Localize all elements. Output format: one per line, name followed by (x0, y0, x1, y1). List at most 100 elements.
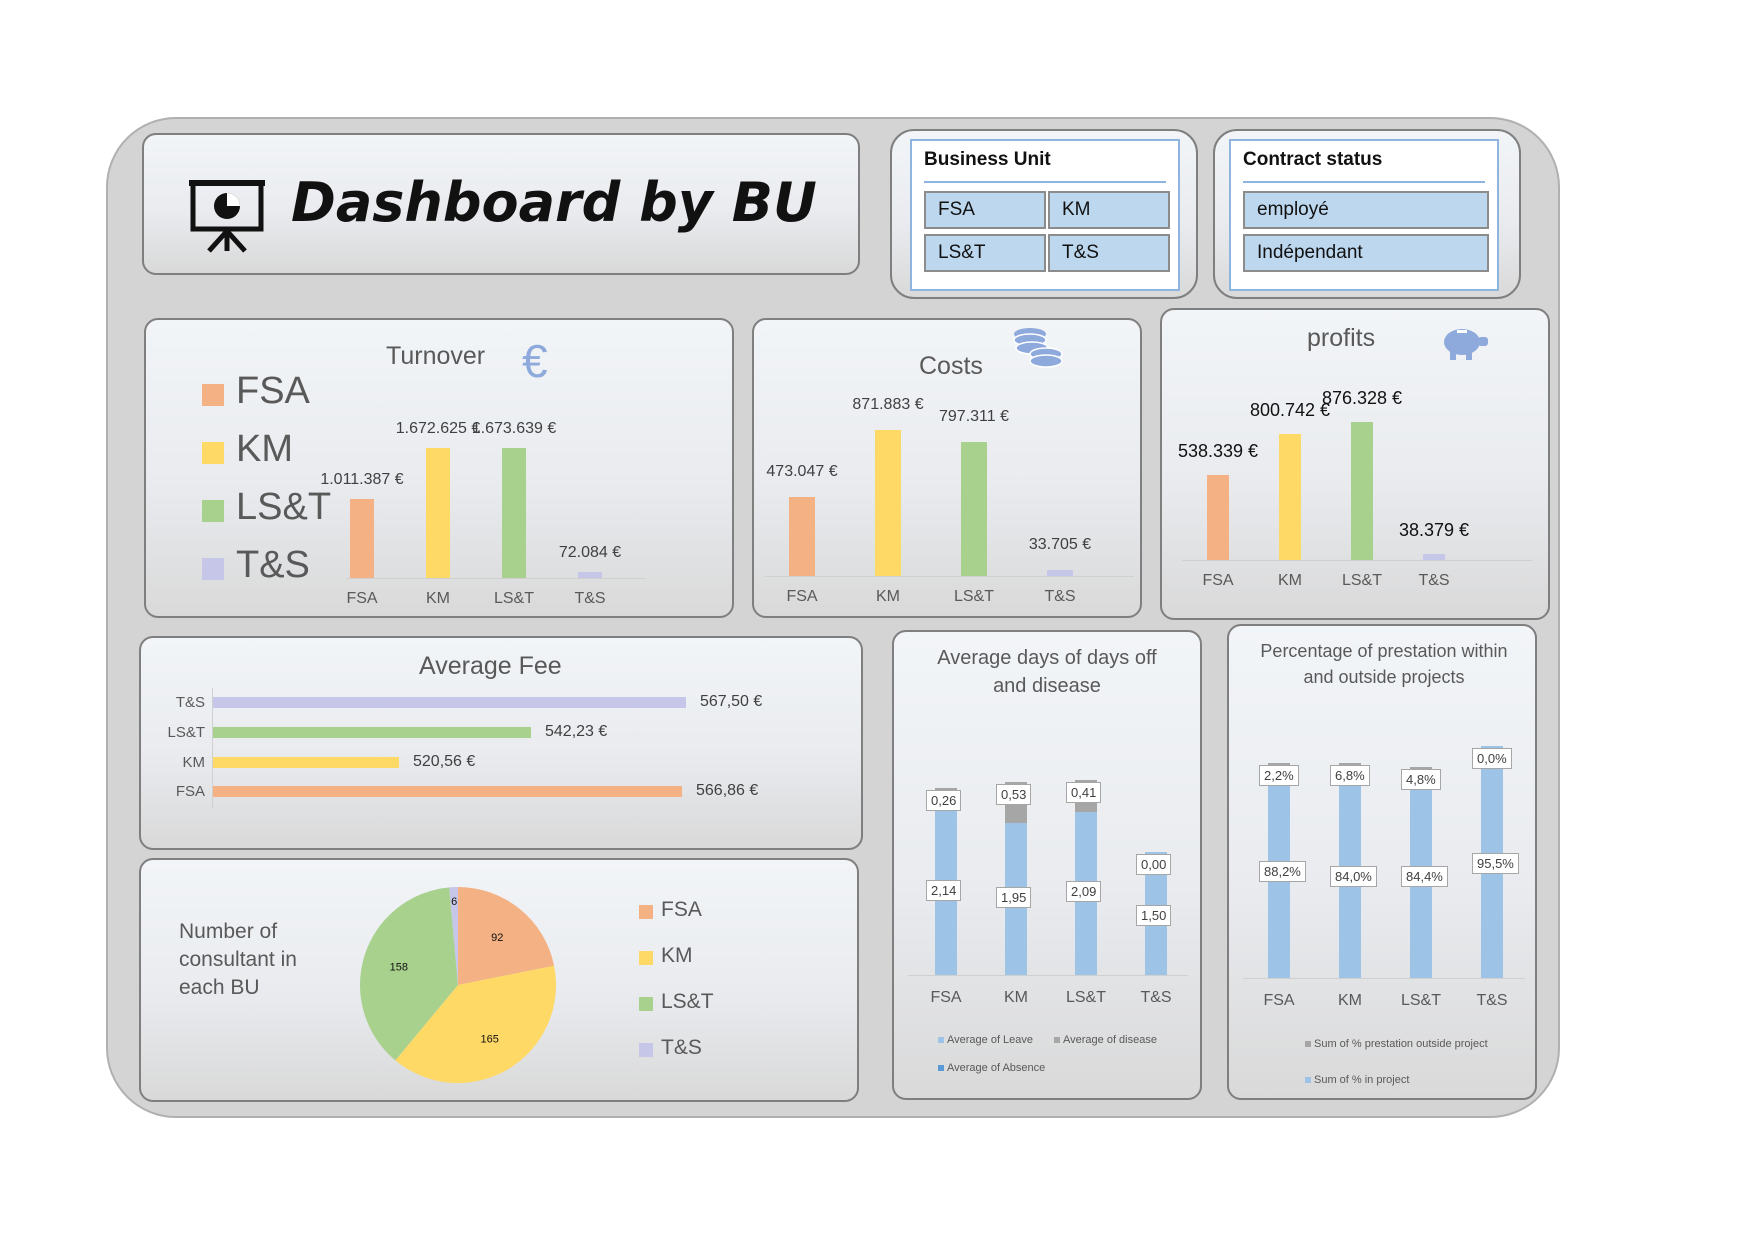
slicer-item-employe[interactable]: employé (1243, 191, 1489, 229)
axis-line (764, 576, 1134, 577)
turnover-title: Turnover (386, 342, 486, 370)
days-off-title: Average days of days off and disease (937, 647, 1157, 697)
x-tick-ts: T&S (1476, 992, 1508, 1009)
legend-swatch-ts (639, 1043, 653, 1057)
data-label-fsa: 473.047 € (766, 462, 838, 480)
bar-lst (961, 442, 987, 576)
slicer-item-fsa[interactable]: FSA (924, 191, 1046, 229)
legend-label-outside: Sum of % prestation outside project (1314, 1038, 1488, 1050)
turnover-panel: Turnover € FSA KM LS&T T&S 1.011.387 € FS… (144, 318, 734, 618)
legend-label-leave: Average of Leave (947, 1034, 1034, 1046)
x-tick-fsa: FSA (786, 588, 818, 605)
legend-label-disease: Average of disease (1063, 1034, 1157, 1046)
x-tick-lst: LS&T (1065, 989, 1106, 1006)
x-tick-ts: T&S (1140, 989, 1172, 1006)
y-tick-fsa: FSA (175, 783, 205, 800)
slicer-item-km[interactable]: KM (1048, 191, 1170, 229)
slicer-item-ts[interactable]: T&S (1048, 234, 1170, 272)
axis-line (212, 688, 213, 808)
x-tick-fsa: FSA (930, 989, 962, 1006)
bar-ts (213, 697, 686, 708)
bar-ts (1423, 553, 1445, 560)
axis-line (1243, 978, 1525, 979)
slicer-divider (924, 181, 1166, 183)
bar-lst (502, 448, 526, 578)
bar-ts (1047, 570, 1073, 576)
prestation-panel: Percentage of prestation within and outs… (1227, 624, 1537, 1100)
costs-panel: Costs 473.047 € FSA 871.883 € KM 797.311 € LS… (752, 318, 1142, 618)
legend-label-ts: T&S (661, 1036, 702, 1059)
legend-swatch-fsa (202, 384, 224, 406)
x-tick-lst: LS&T (493, 590, 534, 607)
bar-km (213, 757, 399, 768)
legend-swatch-disease (1054, 1037, 1060, 1044)
average-fee-panel: Average Fee T&S 567,50 € LS&T 542,23 € KM 520… (139, 636, 863, 850)
legend-swatch-absence (938, 1065, 944, 1072)
x-tick-fsa: FSA (346, 590, 378, 607)
data-label-averageofleave-km: 1,95 (996, 886, 1032, 908)
data-label-fsa: 566,86 € (696, 782, 759, 799)
x-tick-km: KM (1278, 572, 1302, 589)
axis-line (346, 578, 646, 579)
legend-label-absence: Average of Absence (947, 1062, 1046, 1074)
data-label-fsa: 538.339 € (1177, 441, 1259, 462)
x-tick-km: KM (876, 588, 900, 605)
axis-line (908, 975, 1188, 976)
data-label-lst: 1.673.639 € (471, 420, 557, 437)
slicer-item-independant[interactable]: Indépendant (1243, 234, 1489, 272)
legend-label-fsa: FSA (661, 898, 702, 921)
data-label-averageofleave-lst: 2,09 (1066, 881, 1102, 903)
legend-swatch-in-project (1305, 1077, 1311, 1084)
profits-panel: profits 538.339 € FSA 800.742 € KM 876.328 €… (1160, 308, 1550, 620)
data-label-lst: 797.311 € (939, 408, 1009, 426)
data-label-ts: 72.084 € (558, 544, 622, 562)
x-tick-fsa: FSA (1202, 572, 1234, 589)
data-label-km: 871.883 € (852, 396, 924, 413)
bar-km (875, 430, 901, 576)
pie-slice-lst (360, 887, 458, 1061)
pie-label-ts: 6 (451, 896, 457, 908)
legend-label-ts: T&S (236, 544, 310, 586)
average-fee-title: Average Fee (419, 652, 562, 680)
y-tick-ts: T&S (175, 694, 205, 711)
x-tick-lst: LS&T (1400, 992, 1441, 1009)
bar-fsa (789, 496, 815, 576)
data-label-ts: 33.705 € (1028, 536, 1092, 554)
pie-slice-ts (449, 887, 458, 985)
data-label-sumofprestationoutsideproject-fsa: 2,2% (1259, 764, 1299, 786)
data-label-sumofprestationoutsideproject-lst: 4,8% (1401, 768, 1441, 790)
legend-outside: Sum of % prestation outside project (1305, 1038, 1488, 1050)
data-label-km: 520,56 € (413, 753, 476, 770)
legend-swatch-ts (202, 558, 224, 580)
pie-slice-fsa (458, 887, 555, 985)
contract-status-slicer: Contract status employé Indépendant (1229, 139, 1499, 291)
legend-absence: Average of Absence (938, 1062, 1045, 1074)
slicer-item-lst[interactable]: LS&T (924, 234, 1046, 272)
axis-line (1182, 560, 1532, 561)
consultants-pie-chart: 92 165 158 6 (360, 887, 556, 1083)
data-label-averageofdisease-km: 0,53 (996, 783, 1032, 805)
pie-label-fsa: 92 (491, 932, 503, 944)
legend-label-km: KM (236, 428, 293, 470)
page-title: Dashboard by BU (291, 171, 817, 234)
x-tick-ts: T&S (1418, 572, 1450, 589)
consultants-panel: Number of consultant in each BU 92 165 158… (139, 858, 859, 1102)
legend-label-fsa: FSA (236, 370, 310, 412)
x-tick-ts: T&S (1044, 588, 1076, 605)
legend-label-km: KM (661, 944, 693, 967)
data-label-fsa: 1.011.387 € (320, 471, 404, 489)
business-unit-slicer-panel: Business Unit FSA KM LS&T T&S (890, 129, 1198, 299)
x-tick-km: KM (1338, 992, 1362, 1009)
pie-label-lst: 158 (390, 962, 408, 974)
bar-lst (1351, 422, 1373, 560)
legend-leave: Average of Leave (938, 1034, 1033, 1046)
y-tick-lst: LS&T (167, 724, 205, 741)
data-label-sumofinproject-fsa: 88,2% (1259, 861, 1306, 883)
data-label-averageofdisease-lst: 0,41 (1066, 782, 1102, 803)
x-tick-km: KM (426, 590, 450, 607)
profits-title: profits (1307, 324, 1376, 352)
euro-icon: € (522, 335, 548, 387)
bar-km (1279, 433, 1301, 560)
data-label-km: 1.672.625 € (395, 420, 481, 438)
x-tick-km: KM (1004, 989, 1028, 1006)
